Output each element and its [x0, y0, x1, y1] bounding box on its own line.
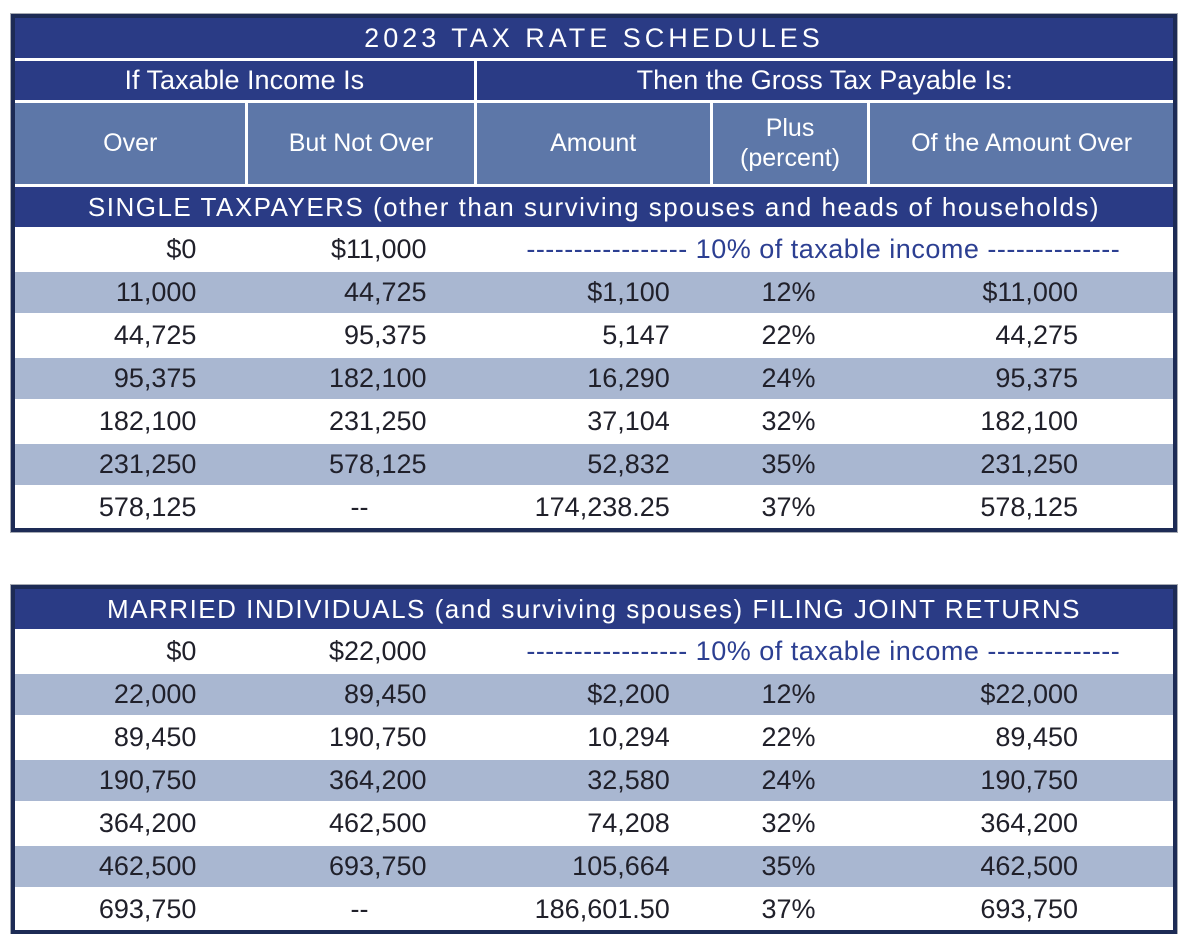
section-header-married: MARRIED INDIVIDUALS (and surviving spous…	[15, 589, 1173, 629]
but-not-over-cell: $22,000	[245, 629, 474, 672]
column-header-row: Over But Not Over Amount Plus (percent) …	[15, 103, 1173, 187]
amount-cell: 174,238.25	[473, 485, 710, 528]
over-cell: 693,750	[15, 887, 246, 930]
over-cell: 231,250	[15, 442, 246, 485]
over-cell: 190,750	[15, 758, 246, 801]
bracket-row-first: $0 $11,000 ----------------- 10% of taxabl…	[15, 227, 1173, 270]
of-amount-over-cell: 364,200	[867, 801, 1173, 844]
of-amount-over-cell: 462,500	[867, 844, 1173, 887]
over-cell: 95,375	[15, 356, 246, 399]
but-not-over-cell: 44,725	[245, 270, 474, 313]
bracket-row: 190,750 364,200 32,580 24% 190,750	[15, 758, 1173, 801]
rate-cell: 37%	[709, 485, 868, 528]
of-amount-over-cell: 44,275	[867, 313, 1173, 356]
amount-cell: 5,147	[473, 313, 710, 356]
of-amount-over-cell: 190,750	[867, 758, 1173, 801]
but-not-over-cell: 89,450	[245, 672, 474, 715]
bracket-row: 95,375 182,100 16,290 24% 95,375	[15, 356, 1173, 399]
single-taxpayers-table: 2023 TAX RATE SCHEDULES If Taxable Incom…	[10, 13, 1178, 533]
of-amount-over-cell: $11,000	[867, 270, 1173, 313]
amount-cell: 32,580	[473, 758, 710, 801]
amount-cell: 52,832	[473, 442, 710, 485]
table-title-row: 2023 TAX RATE SCHEDULES	[15, 18, 1173, 61]
bracket-row: 44,725 95,375 5,147 22% 44,275	[15, 313, 1173, 356]
over-cell: $0	[15, 227, 246, 270]
bracket-row: 578,125 -- 174,238.25 37% 578,125	[15, 485, 1173, 528]
amount-cell: 105,664	[473, 844, 710, 887]
bracket-row: 89,450 190,750 10,294 22% 89,450	[15, 715, 1173, 758]
bracket-row-first: $0 $22,000 ----------------- 10% of taxabl…	[15, 629, 1173, 672]
but-not-over-cell: 231,250	[245, 399, 474, 442]
group-header-taxable-income: If Taxable Income Is	[15, 61, 474, 103]
section-header-single: SINGLE TAXPAYERS (other than surviving s…	[15, 187, 1173, 227]
rate-cell: 12%	[709, 270, 868, 313]
amount-cell: 37,104	[473, 399, 710, 442]
but-not-over-cell: 462,500	[245, 801, 474, 844]
bracket-row: 462,500 693,750 105,664 35% 462,500	[15, 844, 1173, 887]
over-cell: 578,125	[15, 485, 246, 528]
bracket-row: 22,000 89,450 $2,200 12% $22,000	[15, 672, 1173, 715]
but-not-over-cell: 364,200	[245, 758, 474, 801]
over-cell: 182,100	[15, 399, 246, 442]
bracket-row: 182,100 231,250 37,104 32% 182,100	[15, 399, 1173, 442]
rate-cell: 22%	[709, 313, 868, 356]
over-cell: 89,450	[15, 715, 246, 758]
rate-cell: 24%	[709, 356, 868, 399]
page-title: 2023 TAX RATE SCHEDULES	[15, 18, 1173, 61]
rate-cell: 37%	[709, 887, 868, 930]
but-not-over-cell: 190,750	[245, 715, 474, 758]
over-cell: 462,500	[15, 844, 246, 887]
amount-cell: 74,208	[473, 801, 710, 844]
over-cell: $0	[15, 629, 246, 672]
rate-cell: 32%	[709, 801, 868, 844]
amount-cell: 186,601.50	[473, 887, 710, 930]
over-cell: 44,725	[15, 313, 246, 356]
rate-cell: 35%	[709, 844, 868, 887]
column-header-amount: Amount	[473, 103, 710, 187]
over-cell: 22,000	[15, 672, 246, 715]
rate-cell: 35%	[709, 442, 868, 485]
of-amount-over-cell: 231,250	[867, 442, 1173, 485]
amount-cell: $2,200	[473, 672, 710, 715]
over-cell: 11,000	[15, 270, 246, 313]
column-header-over: Over	[15, 103, 246, 187]
ten-percent-note: ----------------- 10% of taxable income …	[473, 227, 1173, 270]
but-not-over-cell: $11,000	[245, 227, 474, 270]
column-header-plus-percent: Plus (percent)	[709, 103, 868, 187]
of-amount-over-cell: $22,000	[867, 672, 1173, 715]
but-not-over-cell: 95,375	[245, 313, 474, 356]
of-amount-over-cell: 182,100	[867, 399, 1173, 442]
of-amount-over-cell: 95,375	[867, 356, 1173, 399]
amount-cell: 10,294	[473, 715, 710, 758]
amount-cell: 16,290	[473, 356, 710, 399]
bracket-row: 693,750 -- 186,601.50 37% 693,750	[15, 887, 1173, 930]
but-not-over-cell: 578,125	[245, 442, 474, 485]
bracket-row: 231,250 578,125 52,832 35% 231,250	[15, 442, 1173, 485]
but-not-over-cell: --	[245, 887, 474, 930]
rate-cell: 32%	[709, 399, 868, 442]
bracket-row: 364,200 462,500 74,208 32% 364,200	[15, 801, 1173, 844]
rate-cell: 22%	[709, 715, 868, 758]
of-amount-over-cell: 89,450	[867, 715, 1173, 758]
group-header-gross-tax: Then the Gross Tax Payable Is:	[473, 61, 1173, 103]
but-not-over-cell: 693,750	[245, 844, 474, 887]
amount-cell: $1,100	[473, 270, 710, 313]
ten-percent-note: ----------------- 10% of taxable income …	[473, 629, 1173, 672]
group-header-row: If Taxable Income Is Then the Gross Tax …	[15, 61, 1173, 103]
column-header-of-amount-over: Of the Amount Over	[867, 103, 1173, 187]
section-header-married-label: MARRIED INDIVIDUALS (and surviving spous…	[15, 589, 1173, 629]
rate-cell: 12%	[709, 672, 868, 715]
rate-cell: 24%	[709, 758, 868, 801]
over-cell: 364,200	[15, 801, 246, 844]
but-not-over-cell: --	[245, 485, 474, 528]
bracket-row: 11,000 44,725 $1,100 12% $11,000	[15, 270, 1173, 313]
section-header-single-label: SINGLE TAXPAYERS (other than surviving s…	[15, 187, 1173, 227]
of-amount-over-cell: 693,750	[867, 887, 1173, 930]
married-joint-table: MARRIED INDIVIDUALS (and surviving spous…	[10, 584, 1178, 934]
of-amount-over-cell: 578,125	[867, 485, 1173, 528]
column-header-but-not-over: But Not Over	[245, 103, 474, 187]
but-not-over-cell: 182,100	[245, 356, 474, 399]
